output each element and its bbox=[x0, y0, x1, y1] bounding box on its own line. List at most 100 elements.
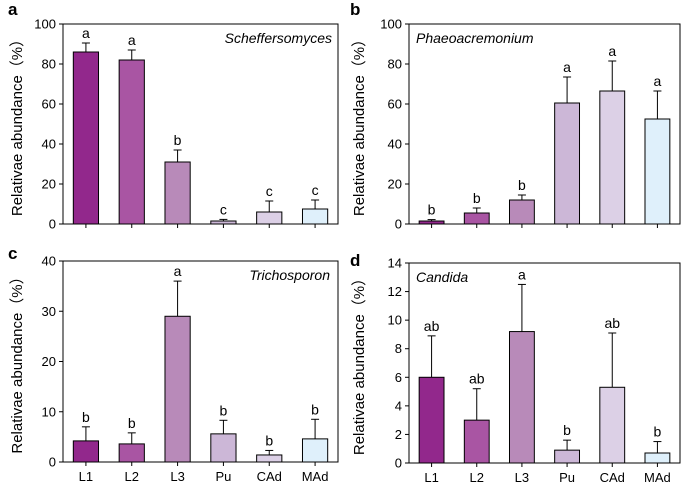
bar-L3 bbox=[164, 315, 191, 463]
y-tick-label: 20 bbox=[42, 177, 56, 192]
y-tick-label: 40 bbox=[42, 254, 56, 269]
x-tick-label: L2 bbox=[470, 470, 484, 484]
y-tick-label: 60 bbox=[388, 97, 402, 112]
y-axis-label: Relativae abundance（%） bbox=[9, 269, 26, 453]
y-tick-label: 0 bbox=[49, 217, 56, 232]
significance-label: a bbox=[174, 263, 182, 279]
significance-label: a bbox=[518, 266, 526, 282]
chart-title: Scheffersomyces bbox=[225, 30, 332, 46]
chart-title: Phaeoacremonium bbox=[416, 30, 534, 46]
y-axis-label: Relativae abundance（%） bbox=[9, 32, 26, 216]
x-tick-label: CAd bbox=[257, 469, 282, 484]
y-tick-label: 2 bbox=[395, 427, 402, 442]
bar-L1 bbox=[72, 440, 100, 463]
y-tick-label: 100 bbox=[380, 17, 402, 32]
bar-MAd bbox=[301, 208, 329, 225]
y-tick-label: 4 bbox=[395, 398, 402, 413]
significance-label: ab bbox=[469, 371, 485, 387]
significance-label: b bbox=[82, 409, 90, 425]
y-tick-label: 8 bbox=[395, 341, 402, 356]
x-tick-label: Pu bbox=[215, 469, 231, 484]
bar-L3 bbox=[164, 161, 191, 225]
y-tick-label: 100 bbox=[34, 17, 56, 32]
significance-label: b bbox=[174, 132, 182, 148]
significance-label: c bbox=[312, 182, 319, 198]
bar-L1 bbox=[72, 51, 100, 225]
bar-CAd bbox=[599, 90, 626, 225]
x-tick-label: L3 bbox=[170, 469, 184, 484]
bar-L2 bbox=[463, 419, 490, 464]
y-tick-label: 12 bbox=[388, 284, 402, 299]
y-axis-label: Relativae abundance（%） bbox=[351, 271, 368, 455]
bar-MAd bbox=[644, 452, 671, 464]
y-tick-label: 14 bbox=[388, 256, 402, 271]
significance-label: c bbox=[220, 201, 227, 217]
significance-label: a bbox=[82, 25, 90, 41]
x-tick-label: L2 bbox=[125, 469, 139, 484]
significance-label: a bbox=[608, 43, 616, 59]
y-axis-label: Relativae abundance（%） bbox=[351, 32, 368, 216]
y-tick-label: 40 bbox=[42, 137, 56, 152]
y-tick-label: 80 bbox=[42, 57, 56, 72]
x-tick-label: CAd bbox=[600, 470, 625, 484]
y-tick-label: 20 bbox=[388, 177, 402, 192]
bar-Pu bbox=[210, 433, 237, 463]
plot-frame bbox=[62, 23, 339, 225]
bar-Pu bbox=[554, 102, 581, 225]
y-tick-label: 0 bbox=[395, 456, 402, 471]
panel-letter: d bbox=[350, 251, 360, 270]
x-tick-label: MAd bbox=[644, 470, 671, 484]
y-tick-label: 0 bbox=[49, 455, 56, 470]
y-tick-label: 0 bbox=[395, 217, 402, 232]
panel-letter: a bbox=[8, 0, 18, 19]
significance-label: c bbox=[266, 183, 273, 199]
bar-CAd bbox=[256, 454, 283, 463]
bar-L1 bbox=[418, 220, 445, 225]
x-tick-label: L1 bbox=[424, 470, 438, 484]
x-tick-label: L3 bbox=[515, 470, 529, 484]
y-tick-label: 30 bbox=[42, 304, 56, 319]
y-tick-label: 80 bbox=[388, 57, 402, 72]
significance-label: b bbox=[128, 415, 136, 431]
significance-label: a bbox=[563, 59, 571, 75]
panel-c: c 0 10 20 30 40 Relativae abundance（%） Trichosp… bbox=[8, 244, 339, 484]
significance-label: a bbox=[654, 73, 662, 89]
bar-MAd bbox=[644, 118, 671, 225]
x-tick-label: Pu bbox=[559, 470, 575, 484]
panel-a: a 0 20 40 60 80 100 Relativae abundance（%） Schef… bbox=[8, 0, 339, 232]
bar-L2 bbox=[463, 212, 490, 225]
significance-label: b bbox=[654, 424, 662, 440]
y-tick-label: 40 bbox=[388, 137, 402, 152]
panel-b: b 0 20 40 60 80 100 Relativae abundance（%） Phaeo… bbox=[350, 0, 681, 232]
panel-d: d 0 2 4 6 8 10 12 14 Relativae abundance（%） Candid… bbox=[350, 251, 681, 484]
bar-L3 bbox=[508, 199, 535, 225]
bar-Pu bbox=[210, 220, 237, 225]
bar-L2 bbox=[118, 59, 145, 225]
y-tick-label: 60 bbox=[42, 97, 56, 112]
significance-label: ab bbox=[424, 318, 440, 334]
plot-frame bbox=[408, 23, 681, 225]
panel-letter: c bbox=[8, 244, 17, 263]
chart-title: Trichosporon bbox=[249, 267, 330, 283]
significance-label: b bbox=[473, 190, 481, 206]
panel-letter: b bbox=[350, 0, 360, 19]
significance-label: b bbox=[518, 177, 526, 193]
bar-L3 bbox=[508, 331, 535, 464]
y-tick-label: 10 bbox=[42, 404, 56, 419]
significance-label: a bbox=[128, 32, 136, 48]
bar-Pu bbox=[554, 449, 581, 464]
significance-label: b bbox=[220, 402, 228, 418]
bar-CAd bbox=[599, 386, 626, 464]
x-tick-label: L1 bbox=[79, 469, 93, 484]
chart-title: Candida bbox=[416, 269, 468, 285]
significance-label: b bbox=[265, 432, 273, 448]
significance-label: b bbox=[563, 422, 571, 438]
significance-label: ab bbox=[604, 315, 620, 331]
significance-label: b bbox=[311, 401, 319, 417]
y-tick-label: 6 bbox=[395, 370, 402, 385]
x-tick-label: MAd bbox=[302, 469, 329, 484]
bar-L2 bbox=[118, 443, 145, 463]
y-tick-label: 10 bbox=[388, 313, 402, 328]
plot-frame bbox=[408, 262, 681, 464]
